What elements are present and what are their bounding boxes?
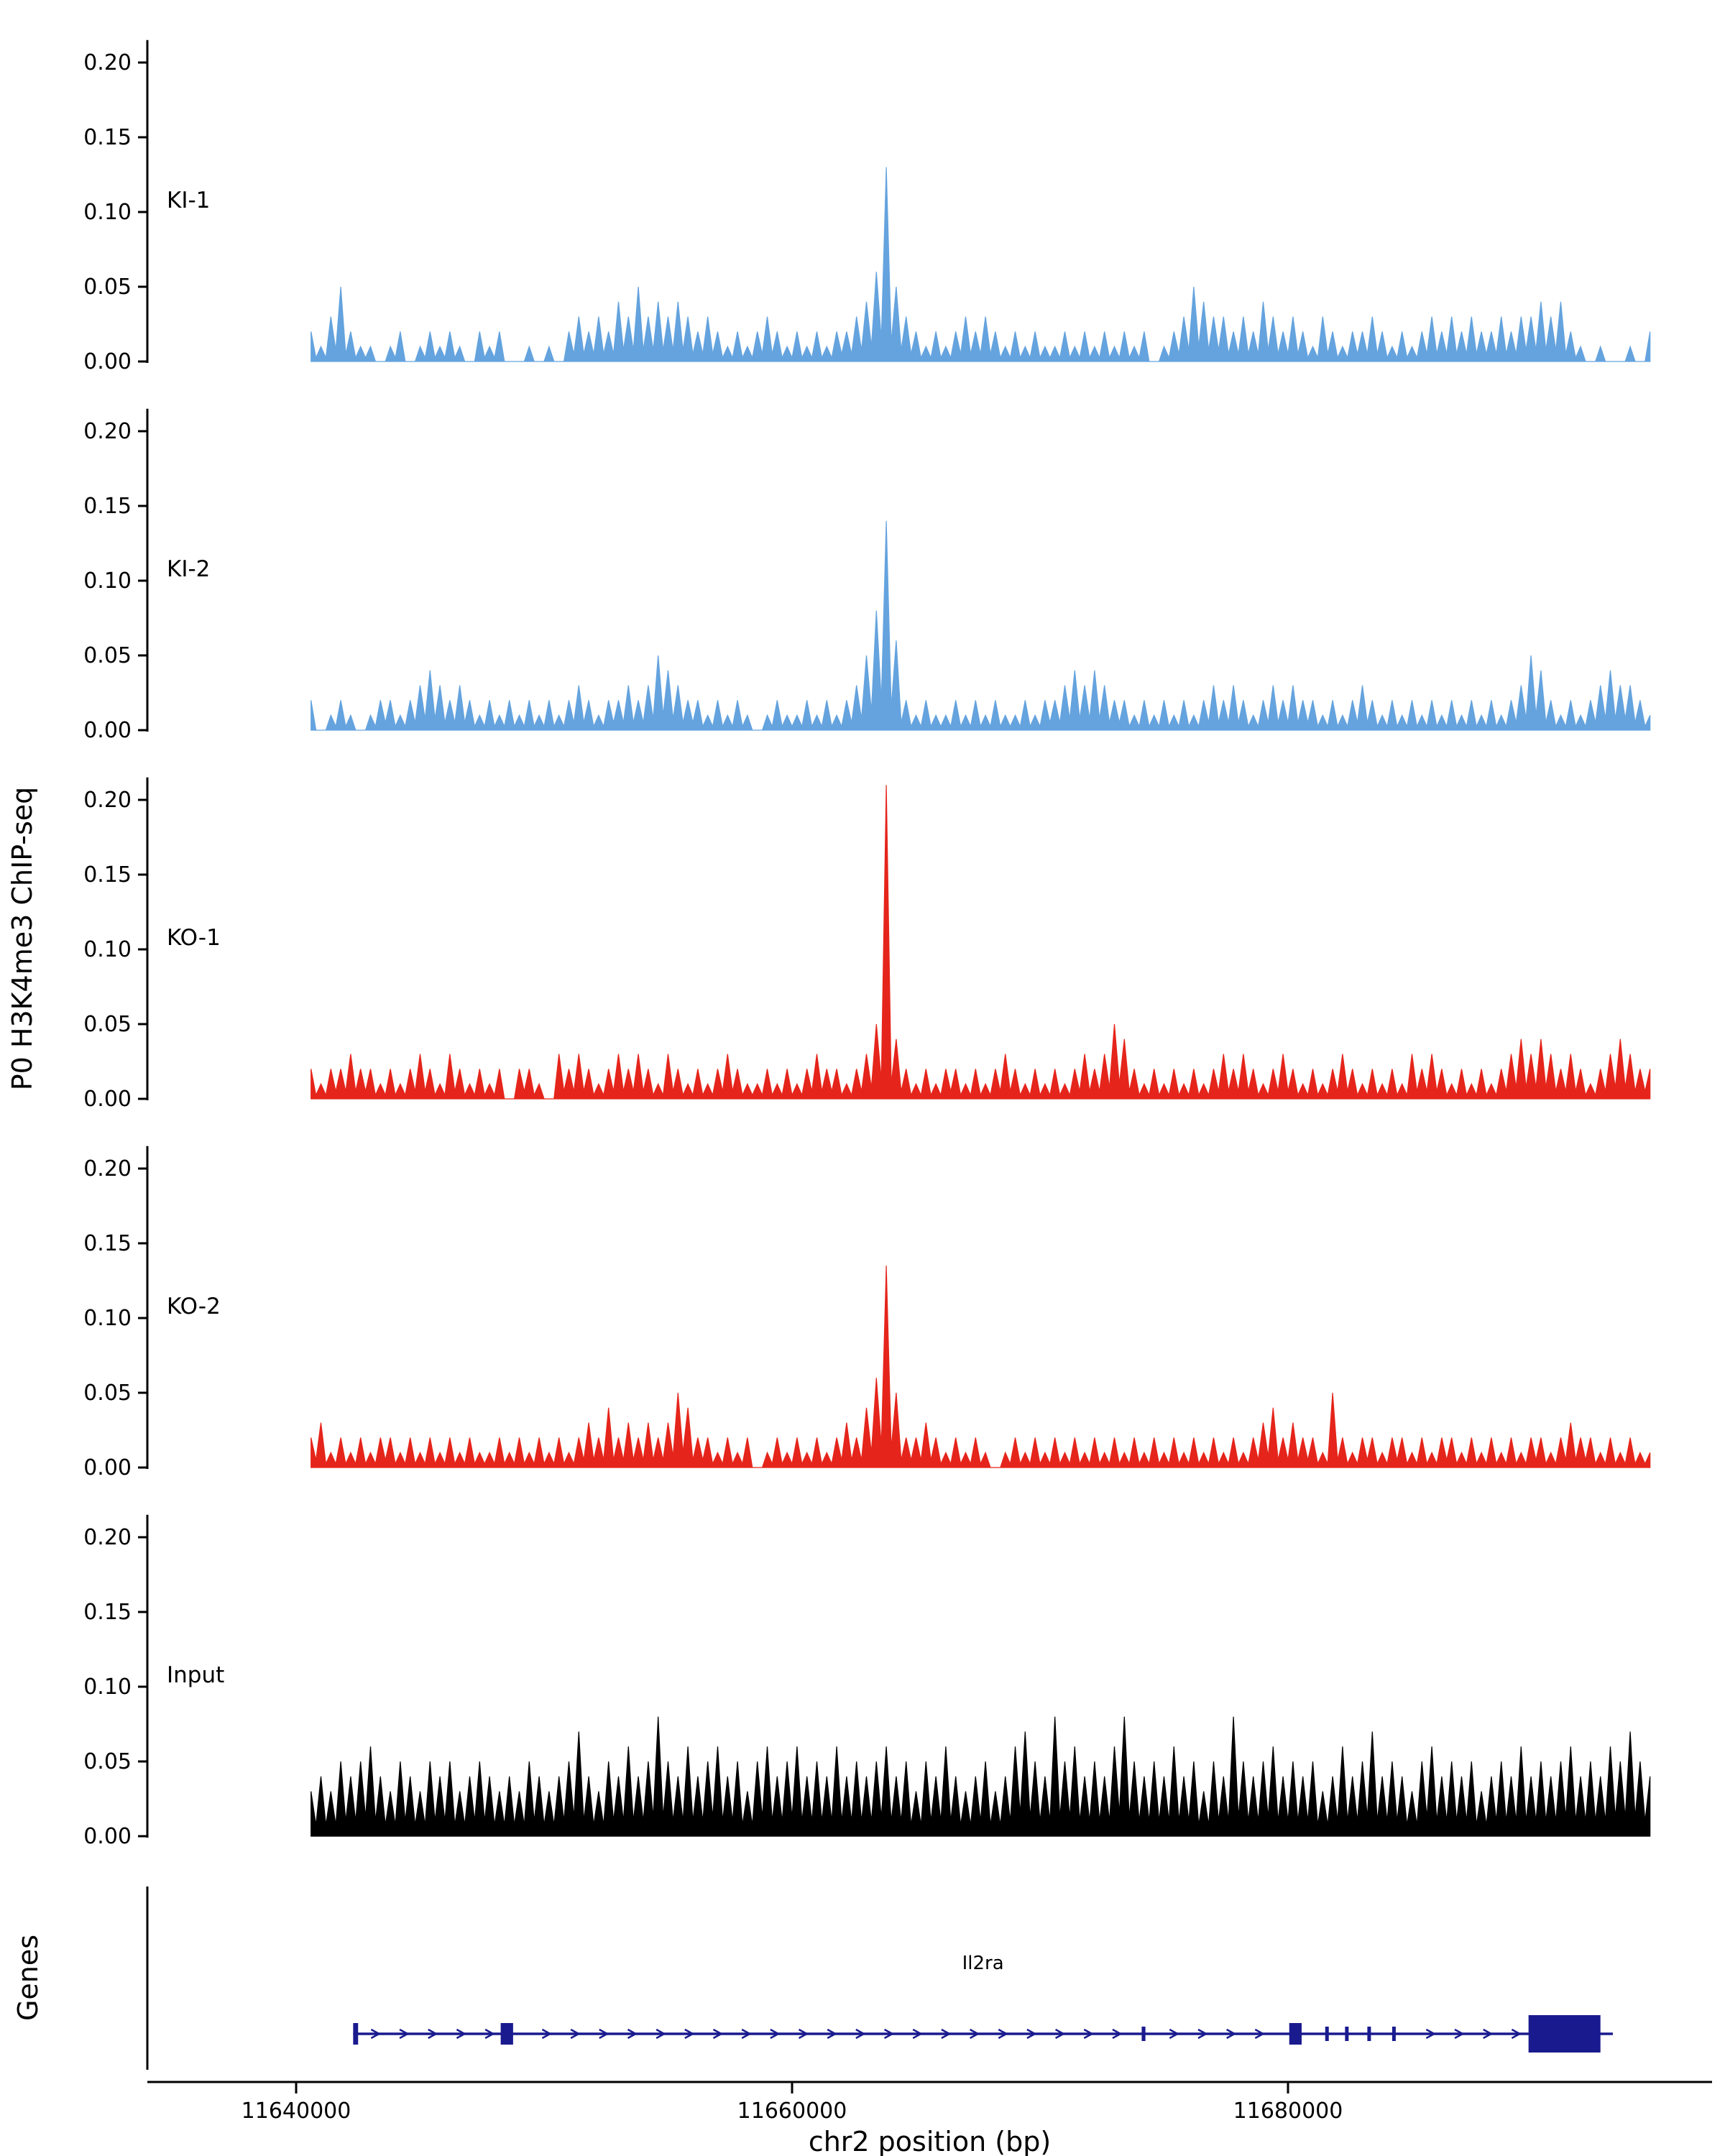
gene-strand-arrow-icon <box>1511 2028 1522 2040</box>
y-tick-label: 0.15 <box>83 1600 132 1625</box>
gene-strand-arrow-icon <box>599 2028 610 2040</box>
signal-area-KI-2 <box>310 520 1651 731</box>
gene-strand-arrow-icon <box>1425 2028 1436 2040</box>
gene-exon <box>1289 2023 1302 2045</box>
y-tick-label: 0.10 <box>83 937 132 962</box>
track-label-KO-1: KO-1 <box>167 925 221 951</box>
y-tick-label: 0.05 <box>83 1012 132 1037</box>
y-tick-label: 0.15 <box>83 862 132 888</box>
y-tick-label: 0.15 <box>83 494 132 519</box>
x-tick-label: 11680000 <box>1233 2099 1343 2124</box>
gene-strand-arrow-icon <box>1254 2028 1265 2040</box>
gene-strand-arrow-icon <box>1483 2028 1494 2040</box>
y-tick-label: 0.00 <box>83 718 132 743</box>
gene-strand-arrow-icon <box>855 2028 866 2040</box>
y-axis-title: P0 H3K4me3 ChIP-seq <box>6 787 38 1091</box>
gene-strand-arrow-icon <box>883 2028 895 2040</box>
track-label-KO-2: KO-2 <box>167 1294 221 1319</box>
gene-strand-arrow-icon <box>998 2028 1008 2040</box>
gene-strand-arrow-icon <box>1083 2028 1094 2040</box>
y-tick-label: 0.10 <box>83 1674 132 1700</box>
gene-strand-arrow-icon <box>541 2028 553 2040</box>
track-panel-KO-1 <box>138 777 1651 1100</box>
gene-exon <box>500 2023 513 2045</box>
x-tick-label: 11660000 <box>737 2099 847 2124</box>
signal-area-KI-1 <box>310 167 1651 362</box>
gene-strand-arrow-icon <box>684 2028 695 2040</box>
y-tick-label: 0.00 <box>83 1087 132 1112</box>
x-tick-label: 11640000 <box>242 2099 351 2124</box>
signal-area-Input <box>310 1716 1651 1837</box>
y-tick-label: 0.05 <box>83 275 132 300</box>
y-tick-label: 0.10 <box>83 1306 132 1331</box>
y-tick-label: 0.00 <box>83 349 132 374</box>
gene-strand-arrow-icon <box>1226 2028 1237 2040</box>
track-panel-KI-1 <box>138 40 1651 363</box>
track-label-KI-2: KI-2 <box>167 556 210 582</box>
gene-strand-arrow-icon <box>1112 2028 1123 2040</box>
gene-strand-arrow-icon <box>656 2028 666 2040</box>
y-tick-label: 0.05 <box>83 643 132 668</box>
gene-strand-arrow-icon <box>712 2028 724 2040</box>
gene-strand-arrow-icon <box>969 2028 980 2040</box>
y-tick-label: 0.10 <box>83 200 132 225</box>
gene-exon <box>1141 2027 1146 2041</box>
gene-strand-arrow-icon <box>627 2028 638 2040</box>
track-label-Input: Input <box>167 1662 224 1688</box>
signal-area-KO-2 <box>310 1266 1651 1468</box>
gene-exon <box>1528 2015 1601 2053</box>
gene-strand-arrow-icon <box>1169 2028 1179 2040</box>
y-tick-label: 0.00 <box>83 1824 132 1849</box>
gene-strand-arrow-icon <box>798 2028 809 2040</box>
gene-strand-arrow-icon <box>399 2028 410 2040</box>
gene-strand-arrow-icon <box>1197 2028 1208 2040</box>
y-tick-label: 0.20 <box>83 50 132 75</box>
y-tick-label: 0.15 <box>83 125 132 150</box>
gene-strand-arrow-icon <box>770 2028 781 2040</box>
signal-area-KO-1 <box>310 785 1651 1100</box>
gene-exon <box>1392 2027 1396 2041</box>
gene-strand-arrow-icon <box>941 2028 952 2040</box>
y-tick-label: 0.20 <box>83 1525 132 1550</box>
gene-strand-arrow-icon <box>370 2028 382 2040</box>
gene-strand-arrow-icon <box>827 2028 837 2040</box>
y-tick-label: 0.20 <box>83 419 132 444</box>
y-tick-label: 0.15 <box>83 1231 132 1256</box>
gene-strand-arrow-icon <box>912 2028 923 2040</box>
y-tick-label: 0.00 <box>83 1455 132 1480</box>
gene-strand-arrow-icon <box>456 2028 467 2040</box>
gene-exon <box>353 2023 359 2045</box>
y-tick-label: 0.05 <box>83 1749 132 1774</box>
track-panel-Input <box>138 1514 1651 1838</box>
gene-strand-arrow-icon <box>1026 2028 1037 2040</box>
gene-strand-arrow-icon <box>570 2028 581 2040</box>
x-axis-title: chr2 position (bp) <box>809 2126 1051 2156</box>
gene-strand-arrow-icon <box>741 2028 752 2040</box>
gene-strand-arrow-icon <box>1055 2028 1066 2040</box>
gene-exon <box>1325 2027 1329 2041</box>
gene-exon <box>1367 2027 1371 2041</box>
track-panel-KI-2 <box>138 408 1651 732</box>
track-panel-KO-2 <box>138 1146 1651 1469</box>
gene-name-label: Il2ra <box>962 1953 1004 1974</box>
genes-axis-title: Genes <box>12 1935 44 2021</box>
y-tick-label: 0.20 <box>83 788 132 813</box>
y-tick-label: 0.10 <box>83 568 132 594</box>
gene-strand-arrow-icon <box>484 2028 495 2040</box>
y-tick-label: 0.20 <box>83 1156 132 1181</box>
y-tick-label: 0.05 <box>83 1381 132 1406</box>
genes-panel <box>146 1886 1613 2070</box>
track-label-KI-1: KI-1 <box>167 188 210 213</box>
gene-strand-arrow-icon <box>1454 2028 1465 2040</box>
gene-strand-arrow-icon <box>428 2028 438 2040</box>
gene-exon <box>1345 2027 1349 2041</box>
